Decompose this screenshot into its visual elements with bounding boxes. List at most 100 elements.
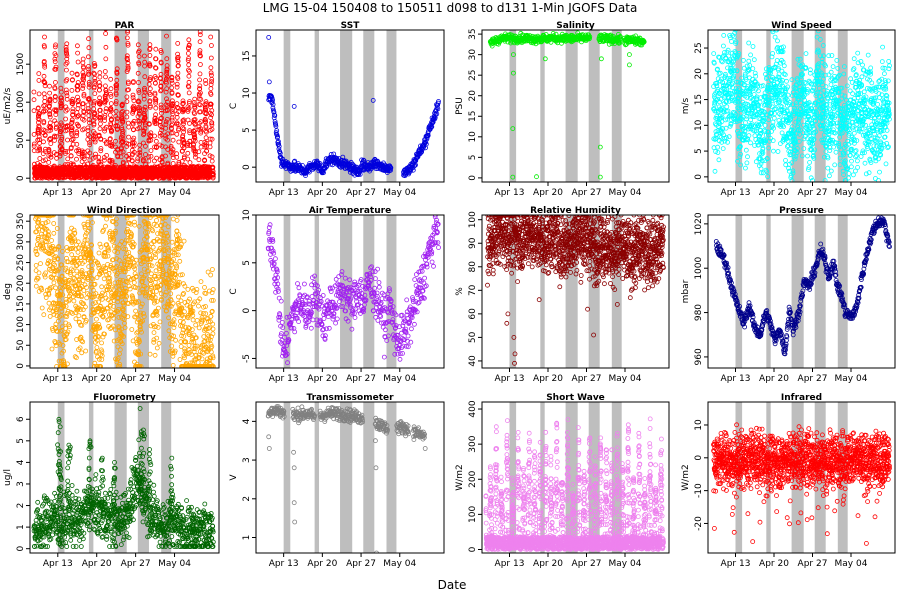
par-y-tick-label: 1500 [16, 52, 26, 75]
par-point [158, 50, 164, 55]
par-point [147, 53, 153, 58]
par-point [65, 156, 71, 162]
par-point [47, 103, 52, 109]
wind-speed-point [841, 71, 847, 77]
sst-y-axis-label: C [229, 103, 239, 109]
wind-speed-point [808, 175, 814, 181]
wind-speed-point [813, 129, 819, 135]
par-point [209, 126, 215, 132]
wind-speed-point [743, 165, 748, 171]
par-point [137, 111, 142, 117]
par-point [131, 140, 137, 146]
wind-speed-point [753, 159, 759, 165]
wind-speed-point [799, 153, 805, 159]
par-point [64, 60, 70, 66]
wind-speed-point [756, 88, 761, 94]
par-point [59, 101, 64, 107]
wind-speed-point [760, 145, 766, 151]
par-point [81, 73, 87, 79]
par-point [31, 141, 37, 147]
wind-speed-point [835, 73, 841, 79]
par-point [91, 70, 97, 76]
wind-speed-point [790, 168, 796, 174]
sst-point [276, 143, 282, 149]
par-point [108, 91, 113, 97]
par-point [209, 120, 215, 125]
par-point [97, 95, 102, 101]
wind-speed-point [733, 112, 738, 117]
par-point [64, 51, 69, 57]
wind-speed-point [777, 77, 783, 83]
par-point [174, 131, 180, 137]
par-point [102, 118, 107, 123]
wind-speed-point [713, 96, 718, 102]
wind-speed-point [810, 121, 815, 127]
sst-point [281, 159, 287, 165]
wind-speed-point [812, 147, 818, 153]
par-point [148, 148, 154, 154]
wind-speed-point [738, 162, 744, 168]
wind-speed-point [759, 158, 765, 164]
par-point [97, 126, 103, 132]
par-point [208, 55, 214, 61]
salinity-point [553, 31, 559, 37]
par-point [207, 136, 213, 142]
par-point [42, 132, 48, 138]
wind-speed-point [842, 64, 847, 69]
wind-speed-point [769, 124, 775, 130]
par-point [125, 120, 131, 126]
wind-speed-point [810, 178, 815, 182]
par-point [204, 148, 210, 154]
par-point [152, 115, 158, 121]
par-point [210, 171, 216, 177]
salinity-points [487, 30, 647, 180]
par-point [208, 72, 214, 78]
par-point [103, 106, 109, 112]
wind-speed-point [715, 144, 720, 150]
wind-speed-point [712, 136, 718, 142]
wind-speed-point [751, 57, 757, 63]
par-point [147, 92, 153, 97]
wind-speed-point [721, 33, 727, 38]
wind-speed-point [720, 80, 726, 86]
wind-speed-point [825, 165, 831, 171]
sst-x-tick-label: Apr 13 [269, 188, 299, 198]
par-point [202, 157, 208, 163]
salinity-y-tick-label: 30 [468, 49, 478, 61]
wind-speed-point [719, 119, 725, 124]
par-point [107, 136, 113, 142]
par-point [135, 42, 141, 48]
par-point [197, 32, 203, 38]
par-point [70, 96, 76, 102]
par-point [91, 102, 97, 108]
par-point [54, 155, 59, 161]
sst-point [271, 109, 277, 115]
par-point [153, 105, 159, 111]
par-point [86, 54, 91, 60]
wind-speed-point [810, 141, 815, 147]
par-point [169, 80, 175, 86]
par-point [81, 93, 87, 99]
wind-speed-point [792, 156, 798, 162]
wind-speed-point [759, 151, 765, 157]
par-point [146, 121, 152, 127]
wind-speed-point [819, 137, 825, 143]
par-point [136, 90, 142, 95]
wind-speed-point [785, 84, 791, 90]
par-point [47, 96, 53, 102]
par-point [197, 62, 203, 67]
sst-point [277, 150, 283, 156]
par-point [192, 102, 198, 108]
sst-y-tick-label: 15 [242, 50, 252, 61]
par-point [41, 139, 46, 145]
wind-speed-point [828, 82, 834, 87]
wind-speed-point [780, 49, 786, 55]
wind-speed-point [720, 59, 725, 65]
wind-speed-point [826, 129, 832, 135]
par-point [103, 56, 109, 62]
par-point [125, 57, 130, 63]
par-point [120, 161, 126, 167]
wind-speed-point [748, 52, 753, 58]
wind-speed-point [781, 124, 786, 130]
